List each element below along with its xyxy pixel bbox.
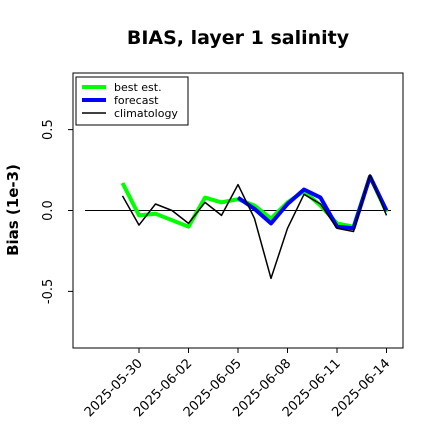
chart-title: BIAS, layer 1 salinity <box>127 27 350 49</box>
series-line-forecast <box>236 174 389 231</box>
y-tick-label: -0.5 <box>41 279 56 304</box>
series-line-best-est <box>120 174 389 229</box>
legend-label-forecast: forecast <box>114 94 159 107</box>
legend-label-best-est: best est. <box>114 81 162 94</box>
y-tick-label: 0.0 <box>41 200 56 221</box>
plot-area: -0.50.00.52025-05-302025-06-022025-06-05… <box>41 72 404 420</box>
legend-label-climatology: climatology <box>114 107 178 120</box>
series-line-climatology <box>121 174 388 280</box>
y-axis-label: Bias (1e-3) <box>4 164 22 256</box>
y-tick-label: 0.5 <box>41 119 56 140</box>
